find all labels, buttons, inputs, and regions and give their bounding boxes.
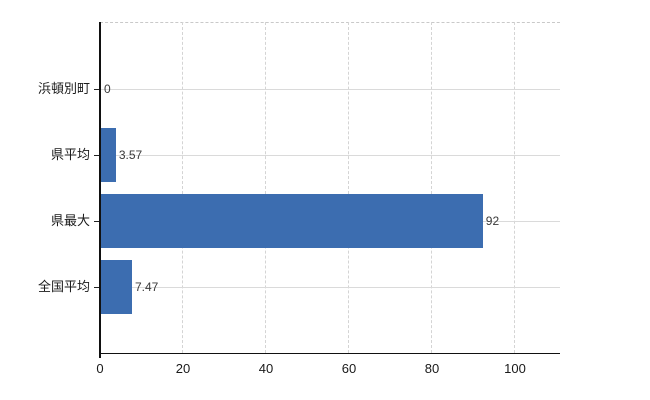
- category-label: 県平均: [50, 147, 90, 162]
- x-axis-tick-label: 100: [504, 361, 526, 376]
- x-axis-tick-label: 20: [175, 361, 191, 376]
- bar-value-label: 0: [104, 82, 111, 96]
- y-gridline: [100, 155, 560, 156]
- x-gridline: [348, 22, 349, 353]
- x-gridline: [265, 22, 266, 353]
- category-label: 浜頓別町: [37, 81, 90, 96]
- bar-value-label: 7.47: [135, 280, 159, 294]
- x-gridline: [514, 22, 515, 353]
- category-tick: [94, 287, 100, 288]
- bar: [101, 194, 483, 248]
- category-label: 県最大: [50, 213, 90, 228]
- plot-top-border: [100, 22, 560, 23]
- x-axis-tick-label: 80: [424, 361, 440, 376]
- bar-value-label: 92: [485, 214, 500, 228]
- category-tick: [94, 89, 100, 90]
- x-axis-line: [100, 353, 560, 354]
- y-axis-line: [99, 22, 101, 358]
- x-gridline: [431, 22, 432, 353]
- x-gridline: [182, 22, 183, 353]
- category-label: 全国平均: [37, 279, 90, 294]
- bar: [101, 128, 116, 182]
- bar: [101, 260, 132, 314]
- category-tick: [94, 155, 100, 156]
- x-axis-tick-label: 0: [96, 361, 104, 376]
- bar-value-label: 3.57: [118, 148, 143, 162]
- category-tick: [94, 221, 100, 222]
- x-axis-tick-label: 40: [258, 361, 274, 376]
- y-gridline: [100, 89, 560, 90]
- x-axis-tick-label: 60: [341, 361, 357, 376]
- y-gridline: [100, 287, 560, 288]
